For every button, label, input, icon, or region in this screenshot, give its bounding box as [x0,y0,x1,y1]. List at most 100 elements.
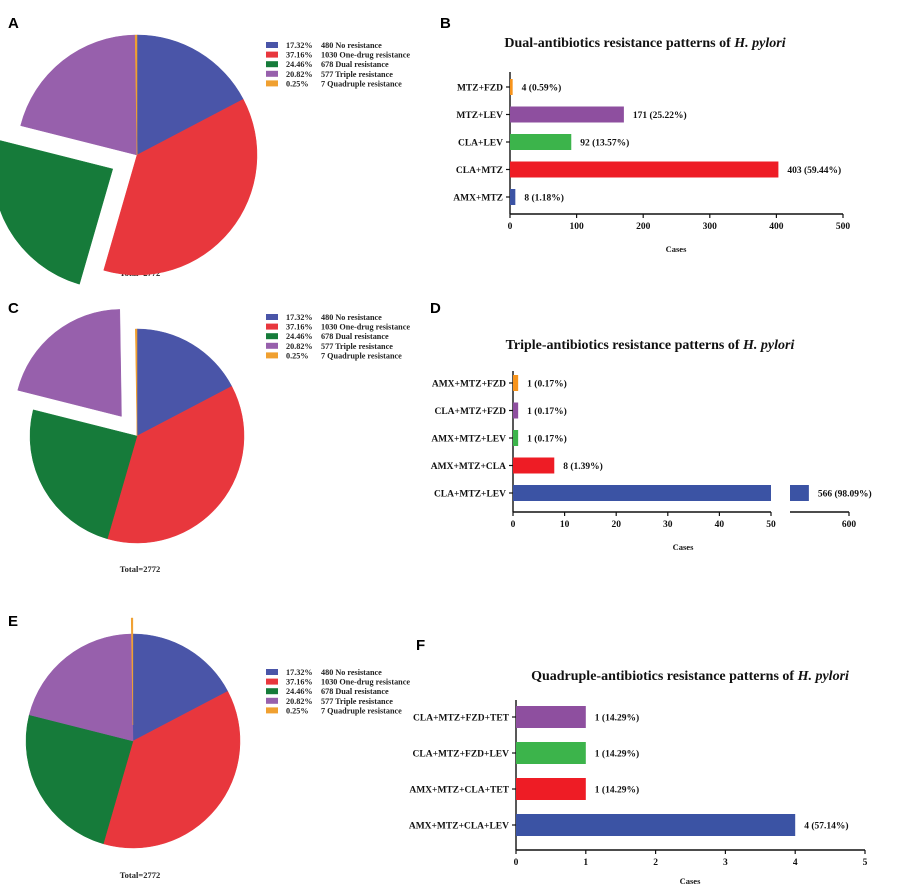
chart-f-bar-2 [516,742,586,764]
chart-b-category-1: CLA+MTZ [456,166,503,176]
legend-c-text-0: 480 No resistance [321,313,382,322]
chart-b-category-3: MTZ+LEV [456,111,503,121]
chart-d-title: Triple-antibiotics resistance patterns o… [506,338,795,353]
chart-d-tick-label-6: 600 [842,520,857,530]
pie-e-slice-4 [130,617,134,726]
chart-d-bar-4 [513,375,519,391]
chart-b-category-2: CLA+LEV [458,139,503,149]
legend-c-swatch-1 [266,323,278,330]
pie-c-slice-1 [107,385,245,544]
legend-e-swatch-2 [266,688,278,695]
chart-f-value-label-1: 1 (14.29%) [595,785,639,796]
chart-d-category-2: AMX+MTZ+LEV [431,435,506,445]
legend-a-text-3: 577 Triple resistance [321,70,393,79]
chart-b-bar-4 [510,79,513,95]
legend-c-pct-3: 20.82% [286,342,313,351]
legend-a-text-0: 480 No resistance [321,41,382,50]
chart-f-tick-label-2: 2 [653,858,658,868]
chart-f-tick-label-4: 4 [793,858,798,868]
pie-e-slice-3 [28,633,134,742]
panel-letter-d: D [430,300,441,317]
legend-a-text-1: 1030 One-drug resistance [321,51,410,60]
legend-a-pct-0: 17.32% [286,41,313,50]
legend-e-text-2: 678 Dual resistance [321,687,389,696]
chart-b-category-4: MTZ+FZD [457,84,503,94]
chart-d-bar-1 [513,457,555,474]
pie-a-slice-4 [134,34,138,156]
chart-b-value-label-0: 8 (1.18%) [524,193,564,204]
panel-letter-f: F [416,637,425,654]
chart-f-category-2: CLA+MTZ+FZD+LEV [413,750,510,760]
chart-d-bar-3 [513,402,519,419]
pie-e-total: Total=2772 [120,870,160,880]
chart-f-bar-1 [516,778,586,800]
chart-b-value-label-1: 403 (59.44%) [787,165,841,176]
panel-letter-b: B [440,15,451,32]
chart-b-tick-label-1: 100 [569,222,584,232]
chart-b-value-label-2: 92 (13.57%) [580,138,629,149]
chart-marks: 17.32% 480 No resistance 37.16% 1030 One-dr… [0,34,872,868]
legend-c-pct-2: 24.46% [286,332,313,341]
pie-a-slice-3 [20,34,138,156]
chart-d-tick-label-5: 50 [766,520,776,530]
legend-a-swatch-4 [266,80,278,87]
legend-e-pct-0: 17.32% [286,668,313,677]
legend-a-text-2: 678 Dual resistance [321,60,389,69]
pie-c-slice-3 [17,309,122,417]
chart-d-category-0: CLA+MTZ+LEV [434,490,506,500]
chart-d-category-3: CLA+MTZ+FZD [434,407,506,417]
legend-c-swatch-3 [266,342,278,349]
chart-d-category-1: AMX+MTZ+CLA [431,462,506,472]
legend-c-text-3: 577 Triple resistance [321,342,393,351]
pie-c-slice-4 [135,328,138,437]
chart-b-tick-label-5: 500 [836,222,851,232]
chart-b-bar-1 [510,161,779,178]
chart-d-tick-label-2: 20 [611,520,621,530]
chart-d-tick-label-1: 10 [560,520,570,530]
chart-d-value-label-3: 1 (0.17%) [527,406,567,417]
panel-letter-e: E [8,613,18,630]
legend-a-swatch-0 [266,42,278,48]
legend-e-swatch-0 [266,669,278,675]
chart-d-tick-label-4: 40 [715,520,725,530]
legend-a-swatch-2 [266,61,278,68]
chart-f-bar-3 [516,706,586,728]
legend-e-swatch-4 [266,707,278,714]
panel-letter-a: A [8,15,19,32]
chart-b-bar-0 [510,189,516,205]
legend-e-text-0: 480 No resistance [321,668,382,677]
legend-a-pct-2: 24.46% [286,60,313,69]
legend-c-swatch-2 [266,333,278,340]
chart-d-tick-label-3: 30 [663,520,673,530]
chart-d-tick-label-0: 0 [511,520,516,530]
legend-c-pct-1: 37.16% [286,323,313,332]
chart-d-value-label-4: 1 (0.17%) [527,379,567,390]
chart-b-value-label-4: 4 (0.59%) [522,83,562,94]
chart-f-tick-label-3: 3 [723,858,728,868]
legend-a-text-4: 7 Quadruple resistance [321,79,402,88]
chart-b-tick-label-4: 400 [769,222,784,232]
chart-f-category-0: AMX+MTZ+CLA+LEV [409,822,509,832]
chart-f-tick-label-0: 0 [514,858,519,868]
pie-a-slice-1 [103,98,258,276]
legend-e-pct-1: 37.16% [286,678,313,687]
chart-f-tick-label-5: 5 [863,858,868,868]
legend-c-pct-4: 0.25% [286,351,309,360]
chart-b-xlabel: Cases [666,244,687,254]
chart-f-value-label-2: 1 (14.29%) [595,749,639,760]
legend-e-pct-2: 24.46% [286,687,313,696]
legend-c-text-2: 678 Dual resistance [321,332,389,341]
legend-e-swatch-3 [266,697,278,704]
pie-c-slice-0 [136,328,233,437]
pie-c-slice-2 [29,409,138,540]
chart-d-value-label-0: 566 (98.09%) [818,489,872,500]
chart-d-value-label-1: 8 (1.39%) [563,461,603,472]
legend-e-pct-3: 20.82% [286,697,313,706]
pie-e-slice-0 [132,633,229,742]
legend-a-pct-1: 37.16% [286,51,313,60]
legend-c-swatch-0 [266,314,278,320]
pie-a-slice-2 [0,140,114,285]
chart-b-category-0: AMX+MTZ [453,194,503,204]
chart-b-tick-label-0: 0 [508,222,513,232]
